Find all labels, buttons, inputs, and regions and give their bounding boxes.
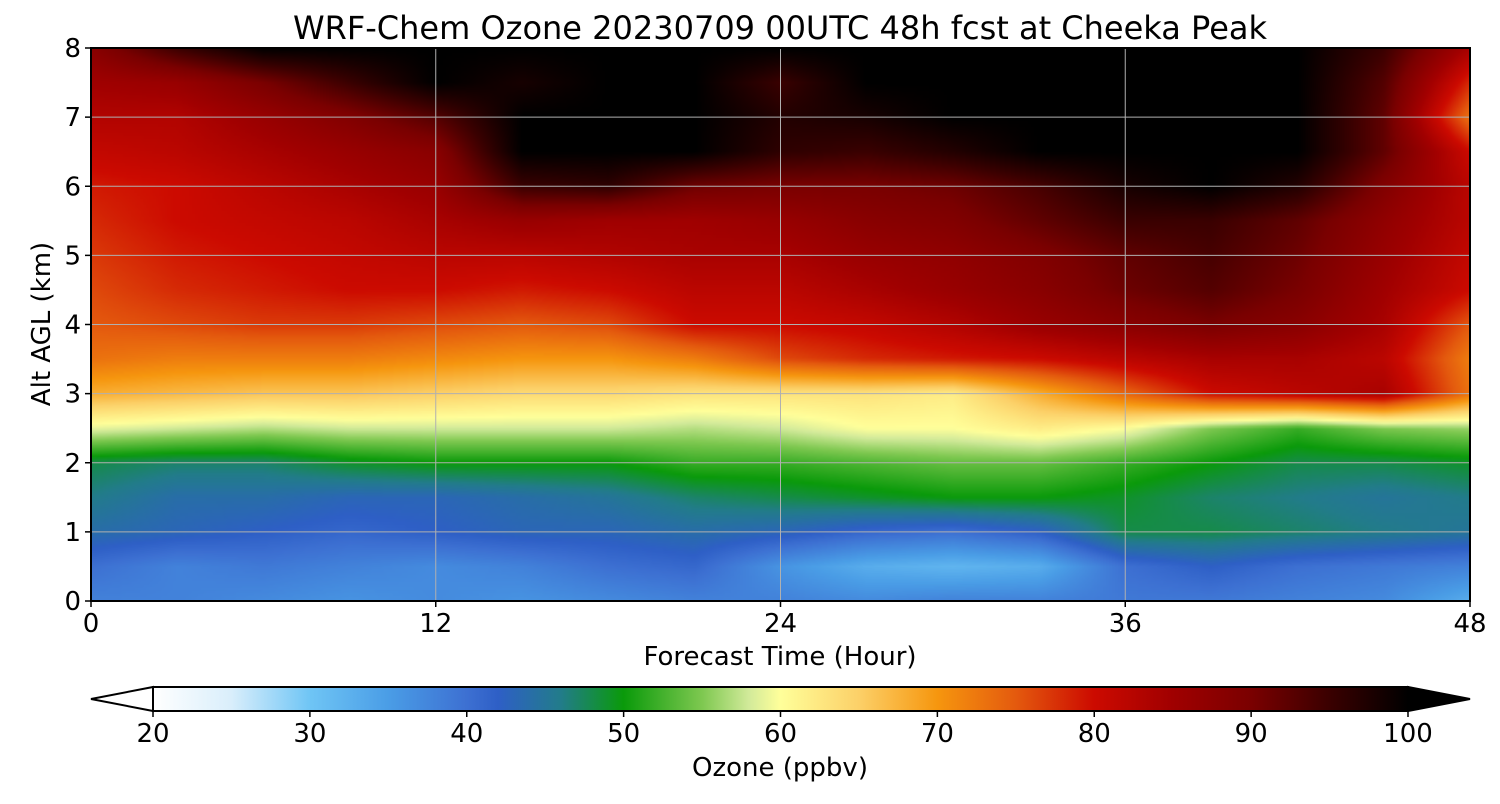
colorbar-bar	[152, 686, 1409, 712]
colorbar-tick-label: 60	[764, 719, 797, 749]
colorbar-label: Ozone (ppbv)	[692, 753, 868, 783]
colorbar-tick-label: 100	[1383, 719, 1433, 749]
y-tick-label: 1	[64, 518, 81, 548]
plot-area	[90, 47, 1471, 602]
colorbar-tick-label: 90	[1235, 719, 1268, 749]
colorbar-tick-label: 50	[607, 719, 640, 749]
x-tick-label: 36	[1109, 609, 1142, 639]
colorbar-tick-label: 80	[1078, 719, 1111, 749]
y-tick-label: 5	[64, 241, 81, 271]
colorbar-tick-label: 70	[921, 719, 954, 749]
x-axis-label: Forecast Time (Hour)	[643, 642, 916, 672]
colorbar-tick-label: 40	[450, 719, 483, 749]
grid-lines	[91, 48, 1470, 601]
x-tick-label: 0	[83, 609, 100, 639]
x-tick-label: 24	[764, 609, 797, 639]
chart-title: WRF-Chem Ozone 20230709 00UTC 48h fcst a…	[293, 9, 1268, 47]
x-axis: 0 12 24 36 48	[83, 601, 1487, 639]
y-tick-label: 7	[64, 103, 81, 133]
y-axis-label: Alt AGL (km)	[27, 242, 57, 406]
colorbar-tick-label: 30	[293, 719, 326, 749]
colorbar-ticks: 20 30 40 50 60 70 80 90 100	[136, 711, 1433, 749]
colorbar: 20 30 40 50 60 70 80 90 100 Ozone (ppbv)	[90, 685, 1471, 783]
y-axis: 0 1 2 3 4 5 6 7 8	[64, 34, 91, 617]
x-tick-label: 12	[419, 609, 452, 639]
y-tick-label: 4	[64, 311, 81, 341]
colorbar-tick-label: 20	[136, 719, 169, 749]
colorbar-low-extension	[90, 685, 154, 713]
colorbar-high-extension	[1407, 685, 1471, 713]
y-tick-label: 0	[64, 587, 81, 617]
y-tick-label: 8	[64, 34, 81, 64]
y-tick-label: 2	[64, 449, 81, 479]
y-tick-label: 6	[64, 172, 81, 202]
x-tick-label: 48	[1453, 609, 1486, 639]
y-tick-label: 3	[64, 380, 81, 410]
